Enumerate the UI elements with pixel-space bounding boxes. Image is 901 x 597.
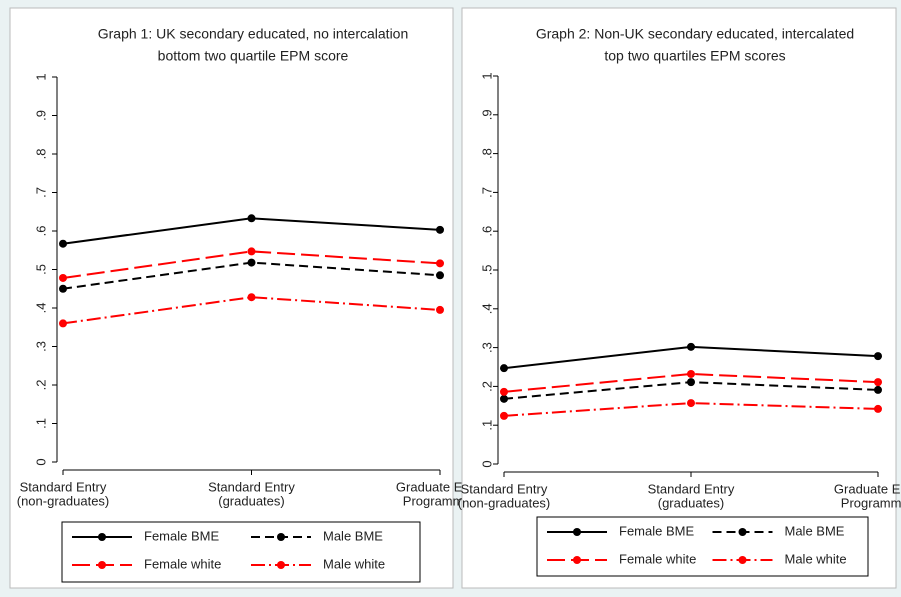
x-tick-label: Programmes bbox=[403, 493, 478, 508]
legend-label: Male white bbox=[323, 556, 385, 571]
y-tick-label: 0 bbox=[33, 458, 48, 465]
y-tick-label: .5 bbox=[33, 264, 48, 275]
legend-marker bbox=[573, 556, 581, 564]
point bbox=[687, 399, 695, 408]
y-tick-label: .1 bbox=[479, 420, 494, 431]
y-tick-label: 1 bbox=[33, 73, 48, 80]
y-tick-label: .5 bbox=[479, 265, 494, 276]
point bbox=[687, 378, 695, 387]
y-tick-label: .6 bbox=[479, 226, 494, 237]
point bbox=[247, 293, 256, 302]
y-tick-label: .7 bbox=[33, 187, 48, 198]
y-tick-label: .4 bbox=[479, 303, 494, 314]
x-tick-label: (non-graduates) bbox=[17, 493, 110, 508]
legend-box bbox=[536, 516, 869, 577]
y-tick-label: .4 bbox=[33, 303, 48, 314]
panel bbox=[9, 7, 454, 589]
legend-label: Male BME bbox=[785, 523, 845, 538]
y-tick-label: .1 bbox=[33, 418, 48, 429]
legend-marker bbox=[98, 561, 106, 569]
point bbox=[874, 385, 882, 394]
point bbox=[59, 284, 67, 293]
x-tick-label: Standard Entry bbox=[648, 481, 735, 496]
legend-marker bbox=[738, 556, 747, 564]
point bbox=[874, 352, 882, 361]
legend-label: Female BME bbox=[144, 528, 219, 543]
point bbox=[687, 369, 695, 378]
y-tick-label: .2 bbox=[479, 381, 494, 392]
y-tick-label: .3 bbox=[33, 341, 48, 352]
point bbox=[436, 259, 444, 268]
point bbox=[59, 239, 67, 248]
chart-title: top two quartiles EPM scores bbox=[604, 48, 785, 64]
x-tick-label: Programmes bbox=[841, 495, 901, 510]
point bbox=[436, 225, 444, 234]
point bbox=[59, 319, 67, 328]
point bbox=[436, 305, 444, 314]
y-tick-label: 1 bbox=[479, 72, 494, 79]
point bbox=[500, 387, 508, 396]
legend-marker bbox=[277, 533, 285, 541]
series-line bbox=[503, 372, 879, 393]
panel bbox=[461, 7, 897, 589]
chart-title: Graph 1: UK secondary educated, no inter… bbox=[98, 26, 409, 42]
y-tick-label: .8 bbox=[33, 149, 48, 160]
legend-marker bbox=[277, 561, 285, 569]
point bbox=[247, 247, 256, 256]
point bbox=[687, 342, 695, 351]
legend-marker bbox=[98, 533, 106, 541]
chart-title: bottom two quartile EPM score bbox=[158, 48, 349, 64]
legend-box bbox=[61, 521, 421, 583]
point bbox=[874, 378, 882, 387]
x-tick-label: Standard Entry bbox=[208, 479, 295, 494]
y-tick-label: .9 bbox=[33, 110, 48, 121]
point bbox=[500, 394, 508, 403]
y-tick-label: .9 bbox=[479, 109, 494, 120]
y-tick-label: .8 bbox=[479, 148, 494, 159]
y-tick-label: .3 bbox=[479, 342, 494, 353]
legend-label: Female white bbox=[144, 556, 221, 571]
chart-title: Graph 2: Non-UK secondary educated, inte… bbox=[536, 26, 854, 42]
y-tick-label: .2 bbox=[33, 380, 48, 391]
legend-label: Male BME bbox=[323, 528, 383, 543]
x-tick-label: (graduates) bbox=[658, 495, 724, 510]
x-tick-label: (non-graduates) bbox=[458, 495, 551, 510]
legend-label: Female white bbox=[619, 551, 696, 566]
x-tick-label: Standard Entry bbox=[461, 481, 548, 496]
legend-marker bbox=[738, 528, 747, 536]
legend-label: Female BME bbox=[619, 523, 694, 538]
y-tick-label: 0 bbox=[479, 460, 494, 467]
point bbox=[874, 404, 882, 413]
x-tick-label: Standard Entry bbox=[20, 479, 107, 494]
legend-marker bbox=[573, 528, 581, 536]
x-tick-label: Graduate Entry bbox=[834, 481, 901, 496]
point bbox=[500, 411, 508, 420]
point bbox=[247, 258, 256, 267]
point bbox=[247, 214, 256, 223]
point bbox=[436, 271, 444, 280]
series-line bbox=[62, 296, 441, 325]
y-tick-label: .6 bbox=[33, 226, 48, 237]
series-line bbox=[62, 250, 441, 279]
point bbox=[500, 364, 508, 373]
legend-label: Male white bbox=[785, 551, 847, 566]
x-tick-label: (graduates) bbox=[218, 493, 284, 508]
point bbox=[59, 273, 67, 282]
y-tick-label: .7 bbox=[479, 187, 494, 198]
